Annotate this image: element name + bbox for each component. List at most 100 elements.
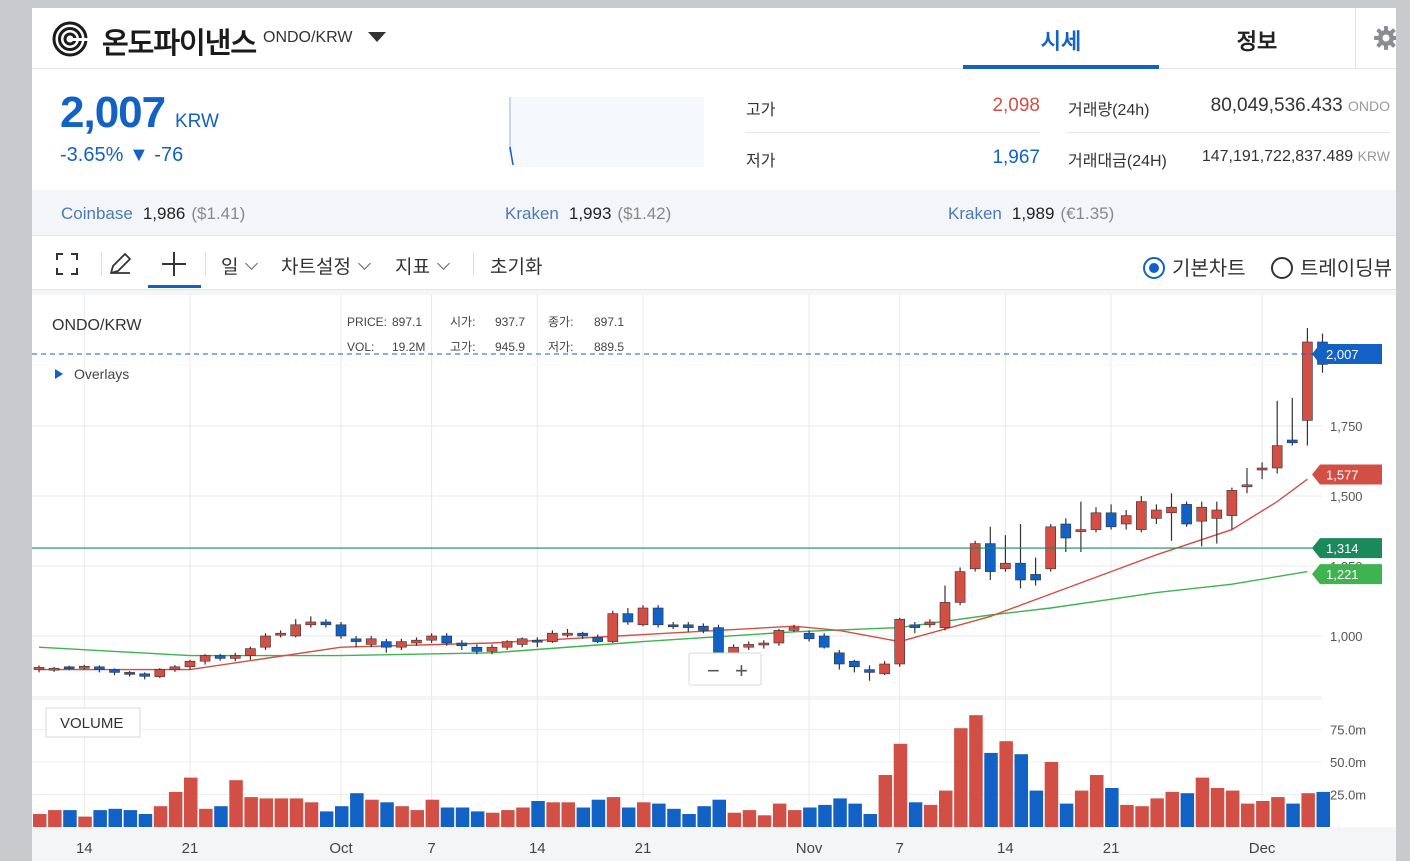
chevron-down-icon: [358, 257, 371, 270]
coin-dropdown-caret-icon[interactable]: [368, 32, 386, 42]
zoom-out-button[interactable]: −: [707, 658, 720, 683]
exchange-price-strip: Coinbase 1,986 ($1.41) Kraken 1,993 ($1.42) …: [32, 190, 1396, 236]
settings-gear-icon[interactable]: [1372, 24, 1396, 52]
volume-bar: [425, 799, 440, 827]
overlays-toggle[interactable]: Overlays: [74, 366, 129, 382]
low-label: 저가: [746, 153, 776, 170]
tab-info[interactable]: 정보: [1236, 29, 1278, 54]
price-marker-label: 1,314: [1326, 541, 1359, 556]
candle-body: [1000, 562, 1011, 570]
candle-body: [652, 607, 664, 626]
volume-bar: [1271, 797, 1285, 827]
volume-bar: [531, 801, 545, 827]
overlays-expand-icon[interactable]: [55, 369, 63, 379]
date-tick-label: Dec: [1249, 840, 1276, 857]
volume-bar: [576, 807, 591, 827]
volume-bar: [833, 798, 847, 827]
volume-bar: [969, 715, 983, 827]
candle-body: [230, 655, 241, 659]
date-tick-label: 14: [529, 840, 546, 857]
zoom-in-button[interactable]: +: [735, 658, 748, 683]
volume-bar: [289, 798, 304, 827]
candle-body: [1151, 509, 1162, 519]
candle-body: [924, 621, 936, 626]
volume-bar: [1105, 788, 1119, 827]
candle-body: [63, 666, 75, 670]
price-change: -3.65% ▼ -76: [60, 144, 183, 167]
candle-body: [713, 627, 724, 654]
volume-bar: [863, 814, 877, 827]
volume-bar: [818, 804, 832, 827]
indicators-dropdown[interactable]: 지표: [395, 252, 450, 279]
volume-bar: [365, 799, 379, 827]
legend-open: 937.7: [495, 315, 525, 329]
exchange-fiat-price: (€1.35): [1060, 204, 1115, 223]
candlestick-chart[interactable]: 1,0001,2501,5001,75025.0m50.0m75.0m1421O…: [32, 290, 1396, 861]
zoom-controls: − +: [688, 652, 762, 686]
stat-divider: [1068, 132, 1390, 133]
volume-bar: [48, 810, 62, 827]
candle-body: [214, 655, 226, 659]
volume-bar: [682, 814, 696, 827]
candle-body: [320, 621, 332, 626]
candle-body: [275, 632, 286, 636]
volume-24h-label: 거래량(24h): [1068, 102, 1150, 119]
legend-close: 897.1: [594, 315, 624, 329]
candle-body: [260, 635, 271, 648]
volume-bar: [939, 790, 953, 827]
exchange-price: 1,993: [568, 204, 612, 223]
price-chart-area[interactable]: 1,0001,2501,5001,75025.0m50.0m75.0m1421O…: [32, 290, 1396, 861]
candle-body: [849, 660, 860, 668]
candle-body: [1226, 490, 1238, 516]
exchange-item[interactable]: Kraken 1,989 (€1.35): [948, 204, 1114, 224]
exchange-name: Kraken: [948, 204, 1002, 223]
tab-market[interactable]: 시세: [1040, 29, 1082, 54]
volume-bar: [788, 810, 802, 827]
price-tick-label: 1,000: [1330, 629, 1363, 644]
candle-body: [622, 613, 634, 623]
volume-bar: [1301, 793, 1315, 827]
candle-body: [124, 672, 135, 675]
volume-bar: [440, 807, 455, 827]
price-marker-tag: [1312, 564, 1382, 585]
crosshair-icon[interactable]: [161, 251, 187, 277]
draw-pencil-icon[interactable]: [107, 251, 133, 277]
date-tick-label: Nov: [796, 840, 823, 857]
volume-bar: [168, 791, 183, 827]
price-tick-label: 1,750: [1330, 419, 1363, 434]
volume-label-box: [45, 707, 141, 738]
candle-body: [501, 641, 513, 648]
volume-bar: [184, 777, 198, 827]
candle-body: [939, 602, 951, 628]
chart-settings-dropdown[interactable]: 차트설정: [281, 252, 371, 279]
candle-body: [1120, 515, 1132, 525]
reset-button[interactable]: 초기화: [490, 257, 543, 278]
date-tick-label: 21: [1103, 840, 1120, 857]
volume-bar: [380, 802, 394, 827]
volume-bar: [319, 811, 334, 827]
candle-body: [456, 642, 468, 647]
volume-bar: [1195, 777, 1210, 827]
exchange-item[interactable]: Coinbase 1,986 ($1.41): [61, 204, 245, 224]
candle-body: [290, 624, 302, 637]
change-amount: ▼ -76: [128, 144, 184, 166]
volume-bar: [1225, 790, 1240, 827]
tradingview-radio[interactable]: 트레이딩뷰: [1271, 252, 1392, 281]
radio-empty-icon: [1271, 257, 1293, 279]
candle-body: [743, 644, 755, 648]
volume-24h-value: 80,049,536.433 ONDO: [1182, 95, 1390, 117]
volume-bar: [516, 807, 530, 827]
coin-pair: ONDO/KRW: [263, 29, 353, 46]
candle-body: [335, 624, 347, 637]
fullscreen-icon[interactable]: [54, 251, 80, 277]
exchange-item[interactable]: Kraken 1,993 ($1.42): [505, 204, 671, 224]
candle-body: [396, 641, 407, 648]
candle-body: [1271, 445, 1283, 469]
basic-chart-radio[interactable]: 기본차트: [1143, 252, 1246, 281]
chevron-down-icon: [245, 257, 259, 270]
candle-body: [411, 639, 422, 644]
period-dropdown[interactable]: 일: [221, 252, 259, 279]
candle-body: [471, 646, 483, 652]
volume-bar: [561, 802, 575, 827]
volume-bar: [410, 810, 424, 827]
